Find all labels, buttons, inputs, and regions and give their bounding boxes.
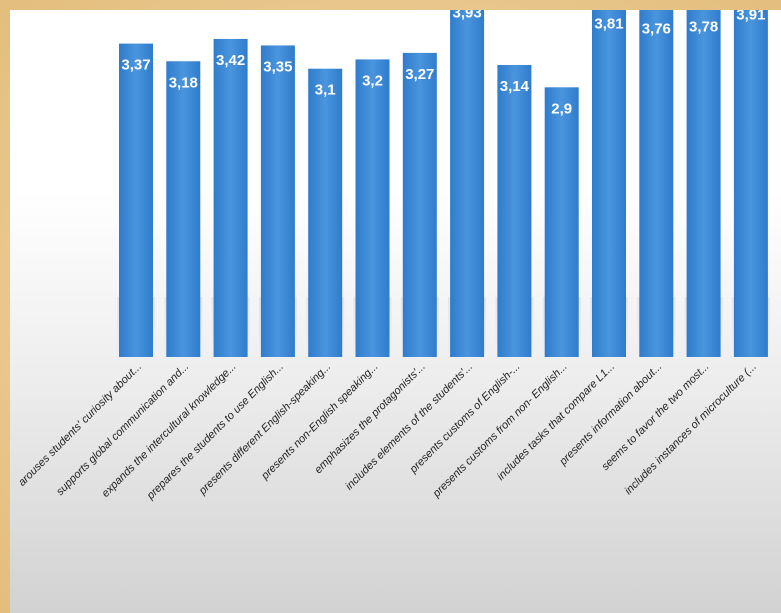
bar-7	[450, 10, 485, 357]
data-label-2: 3,42	[216, 52, 245, 69]
data-label-5: 3,2	[362, 72, 383, 89]
data-label-9: 2,9	[551, 100, 572, 117]
bar-8	[497, 64, 532, 358]
bar-11	[639, 10, 674, 357]
bar-13	[733, 10, 768, 358]
bar-10	[592, 10, 626, 357]
bar-2	[213, 38, 248, 357]
bar-3	[260, 45, 295, 357]
data-label-7: 3,93	[452, 10, 481, 22]
bar-9	[544, 87, 579, 358]
bar-12	[686, 10, 721, 358]
bar-6	[402, 52, 437, 357]
bar-4	[308, 68, 343, 357]
data-label-11: 3,76	[642, 20, 671, 37]
data-label-3: 3,35	[263, 58, 292, 75]
data-label-8: 3,14	[500, 78, 530, 95]
data-label-6: 3,27	[405, 66, 434, 83]
bar-chart: 3,37 3,18 3,42 3,35 3,1 3,2 3,27 3,93 3,14 2,9 3,8…	[16, 10, 770, 503]
chart-panel: 3,37 3,18 3,42 3,35 3,1 3,2 3,27 3,93 3,14 2,9 3,8…	[10, 10, 781, 613]
data-label-10: 3,81	[594, 16, 623, 33]
data-label-1: 3,18	[169, 74, 198, 91]
bar-0	[119, 43, 153, 358]
data-label-13: 3,91	[736, 10, 765, 23]
data-label-0: 3,37	[121, 57, 150, 74]
bar-1	[166, 61, 201, 357]
data-label-4: 3,1	[315, 82, 336, 99]
bar-5	[355, 59, 390, 358]
data-label-12: 3,78	[689, 18, 718, 35]
